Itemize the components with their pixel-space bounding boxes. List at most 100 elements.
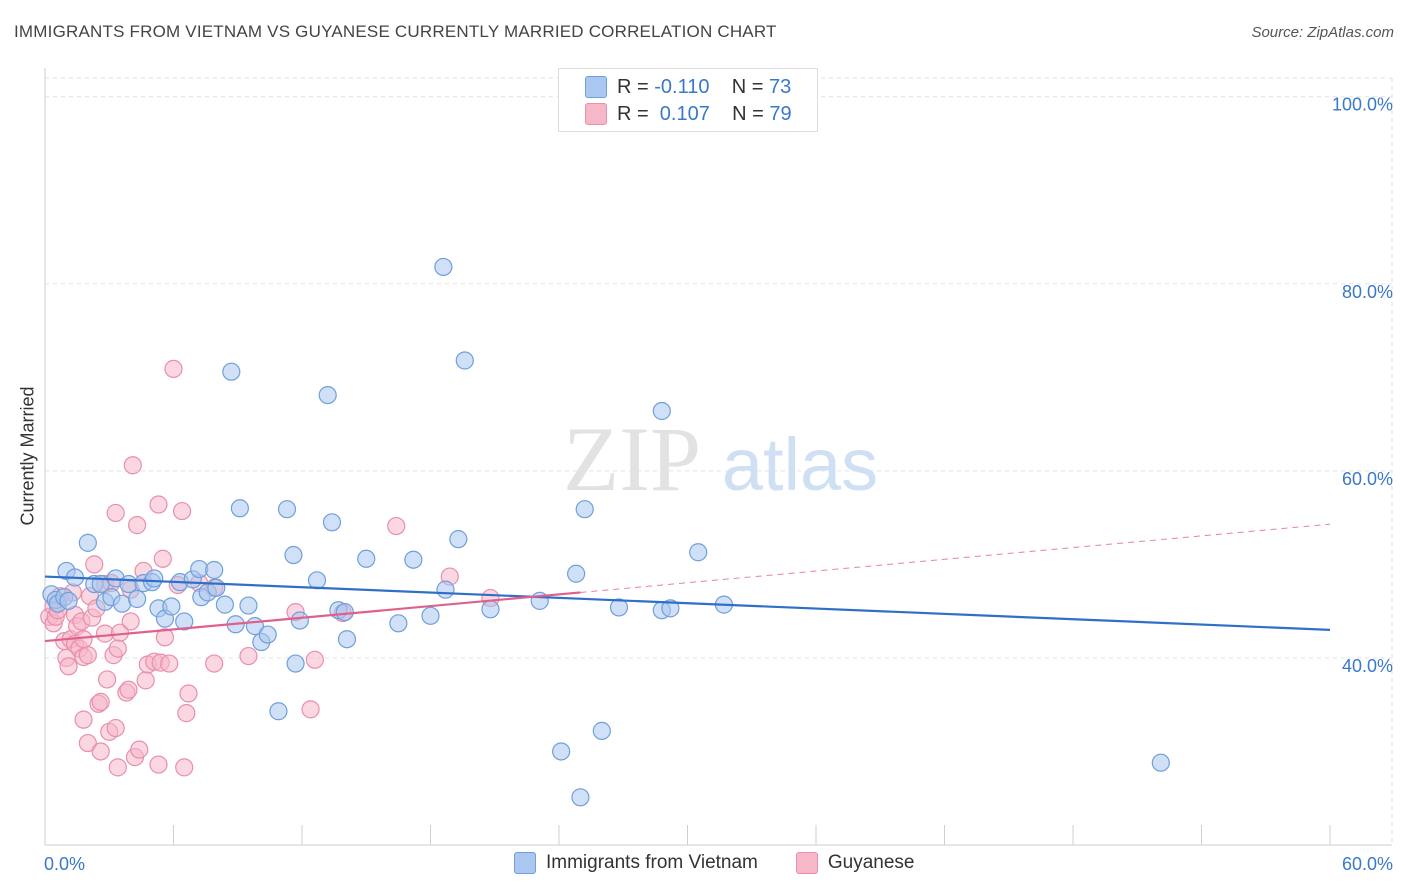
point-vietnam (575, 500, 594, 519)
point-guyanese (119, 680, 138, 699)
legend-swatch-vietnam (514, 852, 536, 874)
watermark-zip: ZIP (563, 408, 701, 510)
point-vietnam (481, 600, 500, 619)
point-guyanese (305, 650, 324, 669)
point-vietnam (449, 530, 468, 549)
point-vietnam (269, 702, 288, 721)
legend-swatch-guyanese (795, 852, 818, 874)
legend-swatch-guyanese (585, 103, 607, 125)
point-vietnam (222, 362, 241, 381)
point-vietnam (286, 654, 305, 673)
legend-label-guyanese: Guyanese (827, 852, 915, 873)
point-vietnam (284, 545, 303, 565)
legend-text: R = -0.110 N = 73 (617, 76, 791, 99)
trend-extension-guyanese (580, 523, 1331, 593)
r-value: 0.107 (654, 102, 710, 125)
point-vietnam (389, 614, 408, 633)
point-guyanese (123, 456, 142, 475)
point-vietnam (337, 630, 357, 649)
point-vietnam (318, 385, 337, 405)
n-value: 79 (769, 102, 792, 125)
legend-row-vietnam: R = -0.110 N = 73 (585, 75, 791, 99)
point-guyanese (155, 628, 175, 647)
r-label: R = (617, 75, 655, 98)
point-guyanese (91, 692, 110, 711)
grid-lines (45, 77, 1393, 845)
point-vietnam (78, 533, 97, 552)
series-legend: Immigrants from Vietnam Guyanese (514, 852, 953, 874)
point-vietnam (207, 578, 226, 597)
point-guyanese (130, 740, 149, 759)
point-guyanese (106, 503, 125, 523)
legend-item-vietnam: Immigrants from Vietnam (514, 852, 758, 874)
point-guyanese (301, 700, 320, 719)
point-vietnam (258, 625, 277, 644)
point-vietnam (335, 602, 354, 622)
point-guyanese (127, 516, 147, 535)
watermark-atlas: atlas (722, 423, 878, 506)
point-guyanese (85, 555, 104, 574)
point-vietnam (307, 571, 327, 590)
point-vietnam (436, 580, 455, 599)
point-guyanese (108, 639, 127, 658)
point-guyanese (164, 359, 183, 378)
trend-line-guyanese (44, 591, 581, 643)
y-tick-label: 40.0% (1342, 656, 1393, 676)
point-vietnam (661, 599, 680, 618)
point-vietnam (127, 589, 147, 609)
legend-text: R = 0.107 N = 79 (617, 103, 792, 126)
point-guyanese (74, 710, 93, 729)
point-vietnam (455, 351, 474, 370)
data-points (40, 257, 1170, 807)
axes (44, 68, 1392, 846)
point-guyanese (172, 501, 192, 521)
point-vietnam (290, 611, 309, 630)
point-vietnam (175, 612, 194, 631)
point-vietnam (215, 595, 234, 614)
n-label: N = (731, 75, 769, 98)
legend-swatch-vietnam (585, 76, 607, 98)
n-label: N = (732, 102, 770, 125)
point-guyanese (149, 495, 168, 514)
point-guyanese (239, 646, 258, 666)
point-vietnam (162, 597, 181, 616)
point-guyanese (78, 646, 97, 665)
n-value: 73 (768, 75, 792, 98)
legend-item-guyanese: Guyanese (795, 852, 915, 874)
point-vietnam (1151, 753, 1170, 772)
point-vietnam (567, 564, 586, 583)
legend-row-guyanese: R = 0.107 N = 79 (585, 102, 792, 126)
legend-label-vietnam: Immigrants from Vietnam (546, 852, 758, 873)
point-guyanese (149, 755, 168, 774)
point-vietnam (552, 742, 571, 761)
point-guyanese (160, 654, 179, 673)
r-value: -0.110 (654, 75, 710, 98)
point-vietnam (145, 569, 164, 588)
point-vietnam (609, 598, 629, 617)
y-tick-label: 100.0% (1332, 95, 1393, 115)
point-vietnam (592, 721, 611, 740)
correlation-legend: R = -0.110 N = 73 R = 0.107 N = 79 (558, 68, 818, 132)
y-tick-label: 60.0% (1342, 469, 1393, 489)
point-vietnam (434, 257, 453, 277)
point-guyanese (205, 654, 224, 673)
chart-title: IMMIGRANTS FROM VIETNAM VS GUYANESE CURR… (14, 22, 777, 41)
r-label: R = (617, 102, 655, 125)
point-vietnam (277, 500, 297, 519)
point-vietnam (239, 596, 258, 615)
point-vietnam (404, 550, 423, 569)
point-guyanese (121, 612, 140, 631)
point-guyanese (136, 671, 155, 690)
point-vietnam (230, 499, 249, 518)
tick-labels: 40.0% 60.0% 80.0% 100.0% 0.0% 60.0% (44, 95, 1393, 874)
point-guyanese (175, 758, 194, 777)
point-guyanese (179, 684, 198, 703)
point-guyanese (78, 733, 97, 753)
x-tick-label: 60.0% (1342, 854, 1393, 874)
point-guyanese (153, 549, 172, 568)
point-guyanese (98, 670, 117, 689)
point-vietnam (652, 401, 671, 421)
trend-lines (44, 523, 1331, 643)
x-tick-label: 0.0% (44, 854, 85, 874)
point-guyanese (106, 718, 125, 738)
